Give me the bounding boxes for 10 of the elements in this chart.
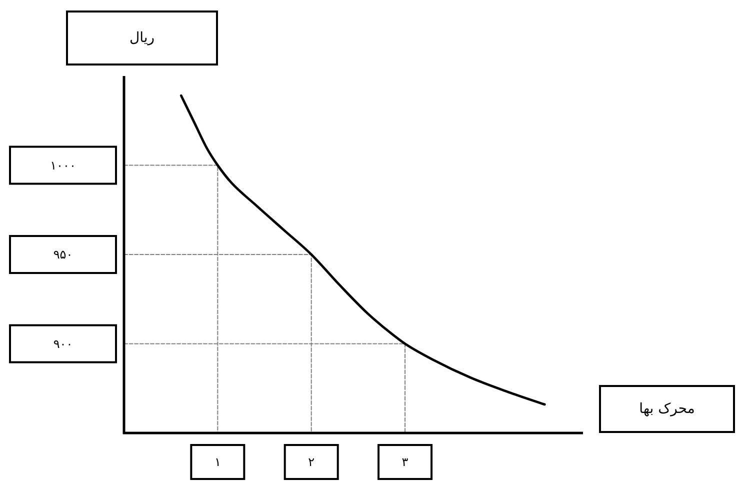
x-axis-title: محرک بها — [639, 401, 695, 417]
ylabel: ریال — [66, 10, 218, 66]
x-tick-label: ۳ — [402, 455, 409, 469]
x-tick-label: ۲ — [308, 455, 315, 469]
x-tick-label: ۱ — [214, 455, 221, 469]
xlabel: محرک بها — [599, 385, 735, 433]
y-tick-label: ۱۰۰۰ — [50, 158, 76, 172]
y-tick-label: ۹۰۰ — [53, 336, 73, 351]
y-tick-label: ۹۵۰ — [53, 248, 73, 262]
y-axis-title: ریال — [129, 30, 155, 46]
